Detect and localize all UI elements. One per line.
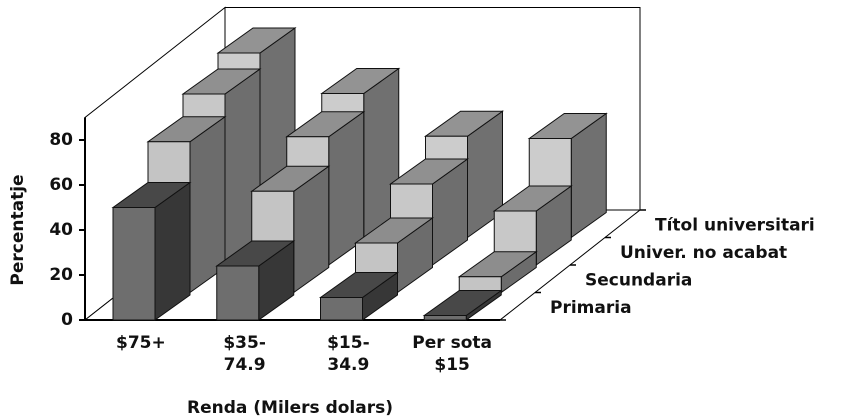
bar [215, 240, 296, 321]
series-label: Secundaria [585, 271, 692, 291]
bar-front [320, 297, 363, 321]
bar-front [423, 315, 467, 321]
y-tick-label: 60 [49, 175, 73, 195]
x-tick-label: Per sota $15 [412, 333, 492, 375]
x-tick-label: $35-74.9 [223, 333, 266, 375]
bar [422, 289, 503, 321]
series-label: Títol universitari [655, 216, 815, 236]
y-tick-label: 80 [49, 130, 73, 150]
y-axis-label: Percentatje [8, 174, 28, 285]
x-tick-label: $75+ [116, 333, 166, 353]
series-label: Primaria [550, 298, 632, 318]
bar-front [216, 265, 260, 321]
x-axis-label: Renda (Milers dolars) [187, 398, 393, 418]
y-tick-label: 40 [49, 220, 73, 240]
bar [318, 271, 400, 321]
bar [457, 250, 538, 294]
bar-front [112, 207, 156, 321]
x-tick-label: $15-34.9 [327, 333, 370, 375]
y-tick-label: 20 [49, 265, 73, 285]
bar [111, 181, 192, 321]
y-tick-label: 0 [61, 310, 73, 330]
series-label: Univer. no acabat [620, 243, 787, 263]
